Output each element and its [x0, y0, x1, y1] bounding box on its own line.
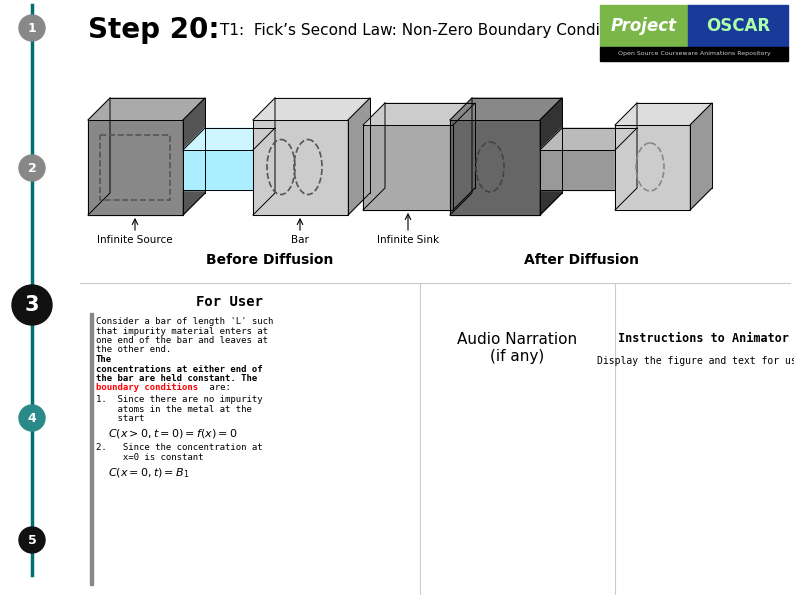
Polygon shape	[348, 98, 370, 215]
Polygon shape	[253, 98, 370, 120]
Bar	[450, 120, 540, 215]
Text: OSCAR: OSCAR	[706, 17, 770, 35]
Text: the other end.: the other end.	[96, 346, 176, 355]
Text: For User: For User	[196, 295, 264, 309]
Text: one end of the bar and leaves at: one end of the bar and leaves at	[96, 336, 268, 345]
Polygon shape	[183, 98, 205, 215]
Polygon shape	[540, 98, 562, 215]
Text: Infinite Sink: Infinite Sink	[377, 235, 439, 245]
Bar	[363, 125, 453, 210]
Bar	[540, 150, 615, 190]
Bar	[90, 313, 93, 585]
Text: are:: are:	[204, 384, 231, 393]
Text: Display the figure and text for user: Display the figure and text for user	[597, 356, 794, 366]
Text: 1: 1	[28, 21, 37, 35]
Text: The: The	[96, 355, 112, 364]
Text: After Diffusion: After Diffusion	[523, 253, 638, 267]
Text: 2: 2	[28, 161, 37, 174]
Text: Infinite Source: Infinite Source	[97, 235, 173, 245]
Text: that impurity material enters at: that impurity material enters at	[96, 327, 268, 336]
Bar	[253, 120, 348, 215]
Text: Project: Project	[611, 17, 677, 35]
Bar	[183, 150, 253, 190]
Text: $C(x>0,t=0)=f(x)=0$: $C(x>0,t=0)=f(x)=0$	[108, 427, 237, 440]
Circle shape	[19, 15, 45, 41]
Text: the bar are held constant. The: the bar are held constant. The	[96, 374, 257, 383]
Text: Bar: Bar	[291, 235, 309, 245]
Text: atoms in the metal at the: atoms in the metal at the	[96, 405, 252, 414]
Bar	[600, 47, 788, 61]
Text: start: start	[96, 414, 145, 423]
Bar	[688, 5, 788, 47]
Bar	[600, 5, 688, 47]
Text: boundary conditions: boundary conditions	[96, 384, 198, 393]
Polygon shape	[183, 128, 275, 150]
Bar	[100, 135, 170, 200]
Text: 4: 4	[28, 412, 37, 424]
Polygon shape	[615, 103, 712, 125]
Text: x=0 is constant: x=0 is constant	[96, 453, 203, 462]
Text: 2.   Since the concentration at: 2. Since the concentration at	[96, 443, 263, 453]
Circle shape	[19, 155, 45, 181]
Circle shape	[12, 285, 52, 325]
Bar	[88, 120, 183, 215]
Text: Instructions to Animator: Instructions to Animator	[618, 331, 788, 345]
Text: Before Diffusion: Before Diffusion	[206, 253, 333, 267]
Text: Step 20:: Step 20:	[88, 16, 219, 44]
Text: Consider a bar of length 'L' such: Consider a bar of length 'L' such	[96, 317, 273, 326]
Polygon shape	[363, 103, 475, 125]
Text: Open Source Courseware Animations Repository: Open Source Courseware Animations Reposi…	[618, 52, 770, 57]
Text: 1.  Since there are no impurity: 1. Since there are no impurity	[96, 395, 263, 404]
Circle shape	[19, 527, 45, 553]
Polygon shape	[450, 98, 562, 120]
Text: concentrations at either end of: concentrations at either end of	[96, 365, 263, 374]
Bar	[615, 125, 690, 210]
Text: T1:  Fick’s Second Law: Non-Zero Boundary Conditions: T1: Fick’s Second Law: Non-Zero Boundary…	[220, 23, 637, 37]
Text: 3: 3	[25, 295, 39, 315]
Circle shape	[19, 405, 45, 431]
Polygon shape	[88, 98, 205, 120]
Text: Audio Narration
(if any): Audio Narration (if any)	[457, 332, 577, 364]
Text: 5: 5	[28, 534, 37, 546]
Text: $C(x=0,t)=B_1$: $C(x=0,t)=B_1$	[108, 466, 189, 480]
Polygon shape	[453, 103, 475, 210]
Polygon shape	[540, 128, 637, 150]
Polygon shape	[690, 103, 712, 210]
